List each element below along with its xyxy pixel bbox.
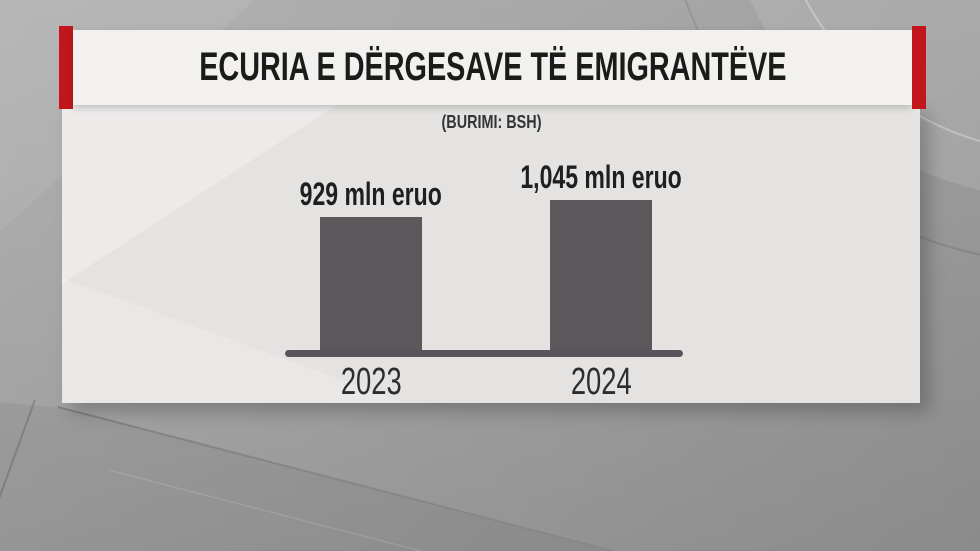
backdrop-diagonal-line-2	[0, 399, 37, 518]
chart-source: (BURIMI: BSH)	[62, 112, 920, 133]
x-tick-label-2023-text: 2023	[340, 361, 402, 403]
x-tick-label-2024: 2024	[550, 363, 652, 401]
backdrop-diagonal-line-3	[109, 470, 711, 551]
bar-2023	[320, 217, 422, 355]
bar-value-label-2024-text: 1,045 mln eruo	[520, 159, 682, 195]
header-accent-right	[912, 26, 926, 109]
bar-value-label-2024: 1,045 mln eruo	[481, 161, 721, 193]
bar-value-label-2023-text: 929 mln eruo	[299, 176, 443, 212]
x-tick-label-2024-text: 2024	[570, 361, 632, 403]
chart-panel	[62, 105, 920, 403]
backdrop-diagonal-line-1	[57, 406, 697, 551]
title-bar: ECURIA E DËRGESAVE TË EMIGRANTËVE	[59, 26, 926, 109]
chart-title: ECURIA E DËRGESAVE TË EMIGRANTËVE	[198, 45, 787, 89]
header-band: ECURIA E DËRGESAVE TË EMIGRANTËVE	[73, 30, 912, 105]
bar-2024	[550, 200, 652, 355]
chart-source-text: (BURIMI: BSH)	[440, 112, 541, 132]
header-accent-left	[59, 26, 73, 109]
x-axis-line	[285, 350, 683, 357]
bar-value-label-2023: 929 mln eruo	[251, 178, 491, 210]
x-tick-label-2023: 2023	[320, 363, 422, 401]
